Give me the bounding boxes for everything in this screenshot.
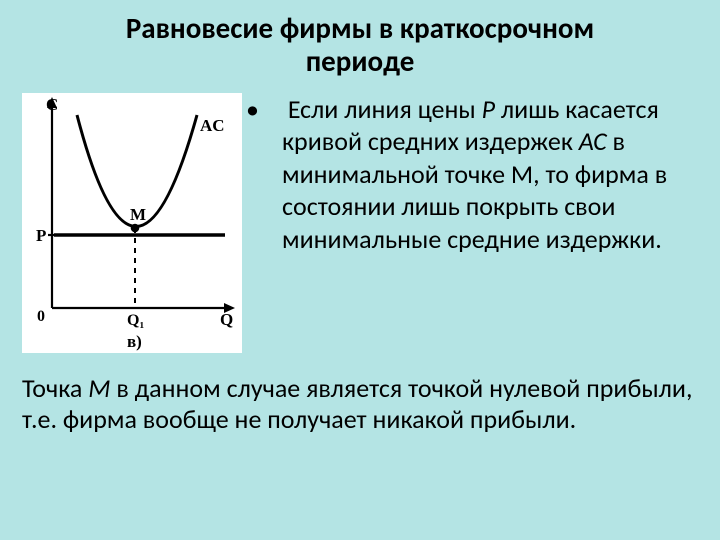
bullet-marker: • <box>264 93 282 126</box>
label-c: C <box>46 95 58 114</box>
figure-label: в) <box>127 332 142 351</box>
bullet-text: • Если линия цены Р лишь касается кривой… <box>250 93 698 256</box>
title-line-1: Равновесие фирмы в краткосрочном <box>126 10 594 46</box>
label-m: M <box>130 205 146 224</box>
label-origin: 0 <box>37 308 45 325</box>
title-line-2: периоде <box>306 43 415 79</box>
bt-p: Р <box>482 93 495 125</box>
bot-2: в данном случае является точкой нулевой … <box>22 372 692 435</box>
label-ac: AC <box>200 116 225 135</box>
slide: Равновесие фирмы в краткосрочном периоде <box>0 0 720 540</box>
point-m <box>131 223 140 232</box>
bt-1: Если линия цены <box>282 93 482 125</box>
bottom-text: Точка М в данном случае является точкой … <box>22 373 698 435</box>
slide-title: Равновесие фирмы в краткосрочном периоде <box>22 12 698 79</box>
ac-curve-chart: C AC M P 0 Q₁ Q в) <box>22 93 242 353</box>
label-p: P <box>36 226 46 245</box>
bot-m: М <box>88 372 110 404</box>
content-row: C AC M P 0 Q₁ Q в) • Если линия цены Р л… <box>22 93 698 353</box>
bot-1: Точка <box>22 372 88 404</box>
label-q: Q <box>220 310 233 329</box>
chart-container: C AC M P 0 Q₁ Q в) <box>22 93 242 353</box>
label-q1: Q₁ <box>127 312 144 329</box>
bt-ac: АС <box>579 125 607 157</box>
